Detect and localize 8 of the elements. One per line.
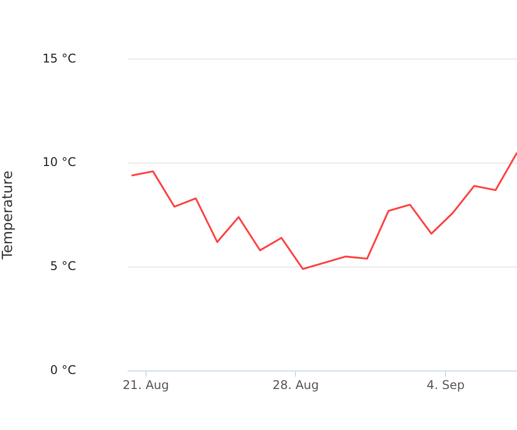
y-tick-label: 0 °C <box>50 362 76 377</box>
y-tick-label: 15 °C <box>42 51 76 66</box>
x-tick-label: 4. Sep <box>426 378 465 392</box>
x-tick-label: 21. Aug <box>122 378 170 392</box>
y-tick-label: 5 °C <box>50 259 76 274</box>
x-tick-label: 28. Aug <box>272 378 319 392</box>
y-axis-title: Temperature <box>0 170 16 260</box>
y-tick-label: 10 °C <box>42 155 76 170</box>
